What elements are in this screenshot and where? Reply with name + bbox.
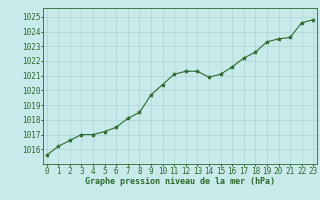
X-axis label: Graphe pression niveau de la mer (hPa): Graphe pression niveau de la mer (hPa) — [85, 177, 275, 186]
